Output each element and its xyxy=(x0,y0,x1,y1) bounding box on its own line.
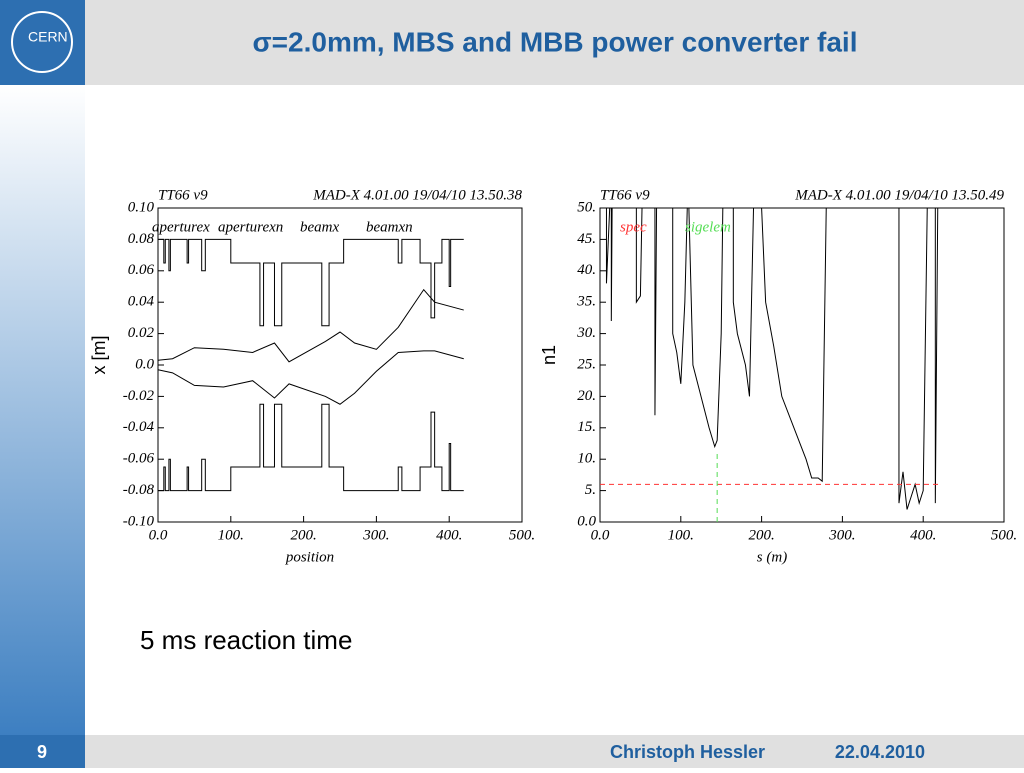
legend-entry: beamxn xyxy=(366,219,413,235)
x-tick-label: 100. xyxy=(668,527,694,543)
legend-entry: beamx xyxy=(300,219,339,235)
header-band xyxy=(0,0,1024,85)
y-tick-label: 0.0 xyxy=(577,513,596,529)
series-line xyxy=(157,350,464,405)
x-tick-label: 200. xyxy=(748,527,774,543)
sidebar xyxy=(0,85,85,735)
x-tick-label: 400. xyxy=(910,527,936,543)
x-tick-label: 0.0 xyxy=(149,527,168,543)
top-left-note: TT66 v9 xyxy=(600,187,650,203)
legend-entry: aperturex xyxy=(152,219,210,235)
x-tick-label: 300. xyxy=(828,527,855,543)
y-tick-label: 5. xyxy=(585,482,596,498)
y-tick-label: 0.08 xyxy=(128,231,155,247)
y-tick-label: 0.10 xyxy=(128,199,155,215)
plot-frame xyxy=(157,207,523,523)
top-right-note: MAD-X 4.01.00 19/04/10 13.50.38 xyxy=(312,187,522,203)
y-tick-label: 0.02 xyxy=(128,325,155,341)
y-tick-label: 20. xyxy=(577,388,596,404)
top-left-note: TT66 v9 xyxy=(158,187,208,203)
legend-entry: spec xyxy=(620,219,647,235)
y-tick-label: -0.08 xyxy=(123,482,155,498)
legend-entry: sigelem xyxy=(685,219,731,235)
plot-frame xyxy=(599,207,1005,523)
y-axis-label: n1 xyxy=(539,345,559,365)
y-tick-label: 30. xyxy=(576,325,596,341)
y-tick-label: 15. xyxy=(577,419,596,435)
date: 22.04.2010 xyxy=(835,742,925,762)
x-tick-label: 200. xyxy=(290,527,316,543)
x-axis-label: s (m) xyxy=(757,549,787,565)
y-tick-label: 0.0 xyxy=(135,356,154,372)
slide-title: σ=2.0mm, MBS and MBB power converter fai… xyxy=(253,26,858,57)
footer-band xyxy=(0,735,1024,768)
y-tick-label: 0.04 xyxy=(128,294,155,310)
y-tick-label: 45. xyxy=(577,231,596,247)
y-tick-label: 10. xyxy=(577,451,596,467)
y-tick-label: 0.06 xyxy=(128,262,155,278)
series-line xyxy=(158,403,464,492)
x-tick-label: 0.0 xyxy=(591,527,610,543)
y-tick-label: -0.04 xyxy=(123,419,155,435)
page-number: 9 xyxy=(37,742,47,762)
page-box xyxy=(0,735,85,768)
y-tick-label: 40. xyxy=(577,262,596,278)
x-tick-label: 300. xyxy=(362,527,389,543)
logo-ring xyxy=(11,11,73,73)
author: Christoph Hessler xyxy=(610,742,765,762)
y-tick-label: 50. xyxy=(577,199,596,215)
y-axis-label: x [m] xyxy=(89,336,109,375)
logo-text: CERN xyxy=(28,29,68,45)
x-tick-label: 100. xyxy=(218,527,244,543)
series-line xyxy=(158,238,464,327)
y-tick-label: 35. xyxy=(576,294,596,310)
series-line xyxy=(600,207,940,510)
y-tick-label: -0.02 xyxy=(123,388,155,404)
y-tick-label: 25. xyxy=(577,356,596,372)
y-tick-label: -0.06 xyxy=(123,451,155,467)
body-text: 5 ms reaction time xyxy=(140,625,352,655)
series-line xyxy=(157,288,464,363)
logo-box xyxy=(0,0,85,85)
x-axis-label: position xyxy=(285,549,334,565)
legend-entry: aperturexn xyxy=(218,219,283,235)
x-tick-label: 400. xyxy=(436,527,462,543)
y-tick-label: -0.10 xyxy=(123,513,155,529)
top-right-note: MAD-X 4.01.00 19/04/10 13.50.49 xyxy=(794,187,1004,203)
x-tick-label: 500. xyxy=(991,527,1017,543)
x-tick-label: 500. xyxy=(509,527,535,543)
